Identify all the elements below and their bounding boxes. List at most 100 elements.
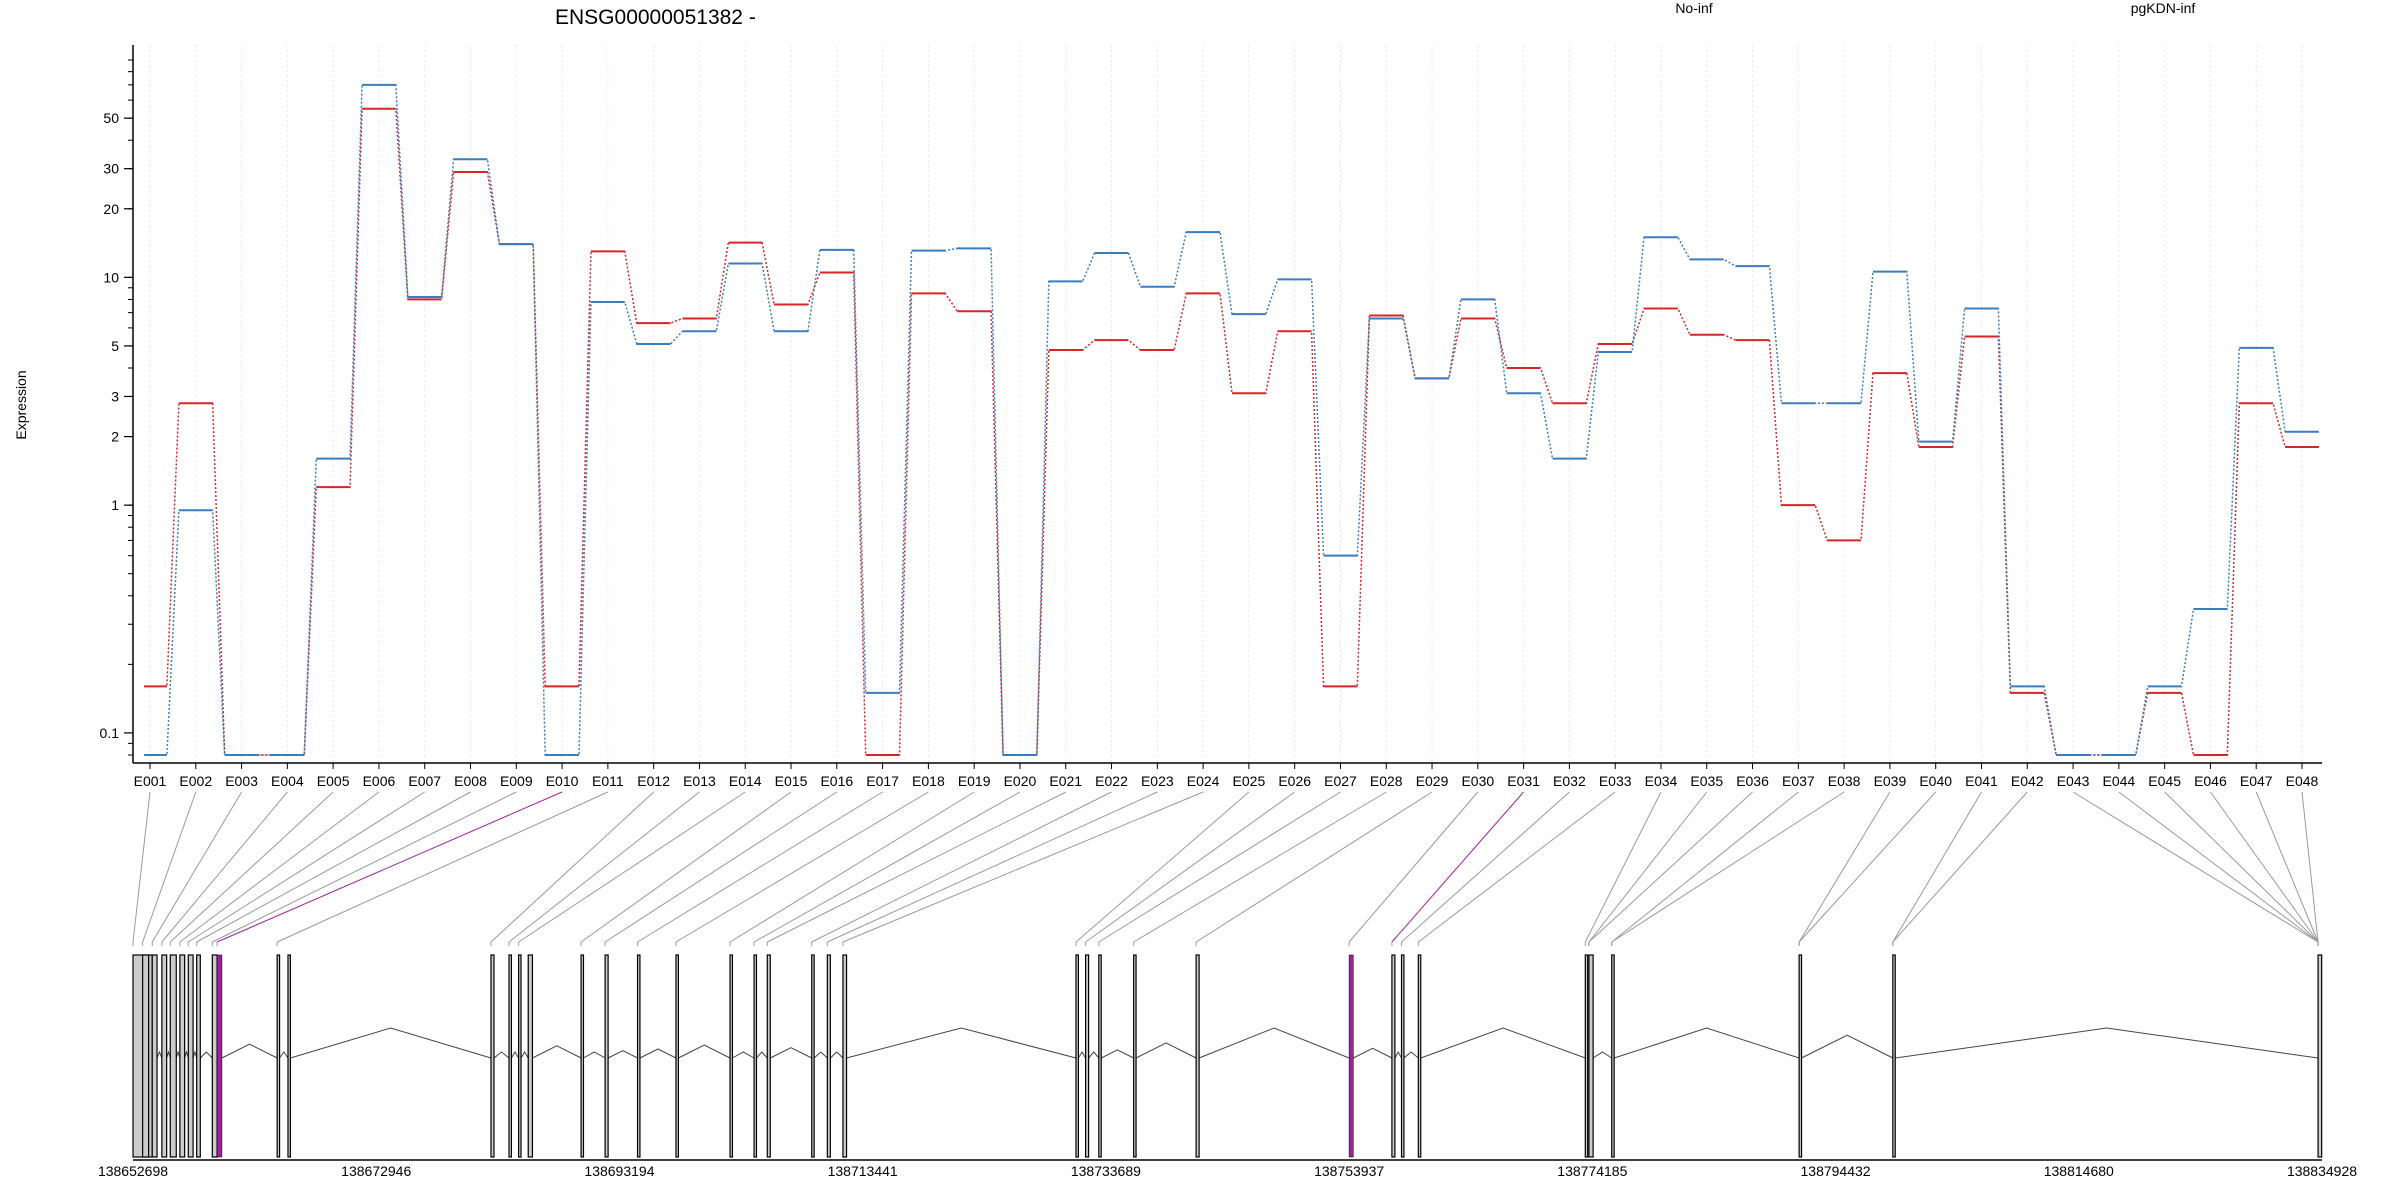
- genomic-coordinate-labels: 138652698 138672946 138693194 138713441 1387…: [98, 1163, 2357, 1179]
- series-layer: [144, 83, 2319, 756]
- exon: [1391, 954, 1396, 1158]
- x-tick-label: E024: [1187, 773, 1220, 789]
- exon: [636, 954, 641, 1158]
- connector: [2255, 791, 2319, 943]
- connector: [1085, 791, 1295, 943]
- exon: [580, 954, 585, 1158]
- intron: [221, 1043, 278, 1059]
- grid-layer: [149, 45, 2303, 763]
- x-tick-label: E023: [1141, 773, 1174, 789]
- intron: [583, 1051, 606, 1059]
- exon: [811, 954, 815, 1158]
- connector: [827, 791, 1158, 943]
- connector: [675, 791, 929, 943]
- connector: [1892, 791, 2028, 943]
- exon-highlighted: [1348, 954, 1354, 1158]
- intron: [1613, 1027, 1800, 1059]
- x-tick-label: E040: [1919, 773, 1952, 789]
- exon: [490, 954, 495, 1158]
- connector: [1075, 791, 1250, 943]
- expression-line: [144, 84, 2319, 756]
- x-tick-label: E005: [317, 773, 350, 789]
- connector: [2210, 791, 2319, 943]
- x-tick-label: E027: [1324, 773, 1357, 789]
- x-tick-label: E002: [179, 773, 212, 789]
- x-tick-label: E034: [1645, 773, 1678, 789]
- connector-highlighted: [1391, 791, 1524, 943]
- x-tick-label: E035: [1690, 773, 1723, 789]
- exon: [1417, 954, 1422, 1158]
- x-tick-label: E044: [2102, 773, 2135, 789]
- exon: [842, 954, 848, 1158]
- connector: [1611, 791, 1845, 943]
- connector: [753, 791, 1021, 943]
- exon: [179, 954, 186, 1158]
- connector: [767, 791, 1066, 943]
- x-tick-label: E001: [134, 773, 167, 789]
- intron: [532, 1045, 582, 1059]
- intron: [813, 1051, 828, 1059]
- connector: [196, 791, 471, 943]
- x-tick-label: E021: [1049, 773, 1082, 789]
- x-tick-label: E039: [1874, 773, 1907, 789]
- exon: [142, 954, 150, 1158]
- series-pgkdn-inf: [144, 83, 2319, 756]
- x-tick-label: E003: [225, 773, 258, 789]
- exon-highlighted: [216, 954, 223, 1158]
- intron: [1420, 1027, 1586, 1059]
- axes: 0.1 1 2 3 5 10 20 30 50: [100, 45, 2322, 769]
- connector: [276, 791, 609, 943]
- exon: [1588, 954, 1594, 1158]
- genomic-coordinate-label: 138814680: [2044, 1163, 2114, 1179]
- intron: [829, 1051, 844, 1059]
- x-tick-label: E025: [1233, 773, 1266, 789]
- y-tick-label: 50: [103, 110, 119, 126]
- x-tick-labels: E001 E002 E003 E004 E005 E006 E007 E008 E009 E010…: [134, 773, 2319, 789]
- exon: [211, 954, 218, 1158]
- intron: [166, 1050, 171, 1059]
- connector: [1588, 791, 1753, 943]
- connector: [1098, 791, 1341, 943]
- x-tick-label: E017: [866, 773, 899, 789]
- exon: [161, 954, 168, 1158]
- x-tick-label: E033: [1599, 773, 1632, 789]
- genomic-coordinate-label: 138733689: [1071, 1163, 1141, 1179]
- connector: [1798, 791, 1937, 943]
- x-tick-label: E013: [683, 773, 716, 789]
- intron: [1394, 1050, 1402, 1059]
- x-tick-label: E014: [729, 773, 762, 789]
- connector: [2072, 791, 2319, 943]
- x-tick-label: E008: [454, 773, 487, 789]
- connector: [1584, 791, 1662, 943]
- x-tick-label: E038: [1828, 773, 1861, 789]
- y-tick-label: 30: [103, 161, 119, 177]
- y-tick-label: 2: [111, 429, 119, 445]
- exon: [169, 954, 177, 1158]
- x-tick-label: E032: [1553, 773, 1586, 789]
- intron: [1592, 1051, 1613, 1059]
- connector: [811, 791, 1112, 943]
- connector: [2164, 791, 2319, 943]
- exon: [753, 954, 758, 1158]
- genomic-coordinate-label: 138693194: [584, 1163, 654, 1179]
- x-tick-label: E037: [1782, 773, 1815, 789]
- exon: [276, 954, 281, 1158]
- intron: [156, 1050, 163, 1059]
- connector: [2118, 791, 2319, 943]
- intron: [192, 1050, 198, 1059]
- x-tick-label: E020: [1004, 773, 1037, 789]
- intron: [770, 1047, 812, 1059]
- connector: [151, 791, 243, 943]
- legend-item-pgkdn-inf: pgKDN-inf: [2131, 0, 2196, 16]
- connector: [729, 791, 975, 943]
- connector: [637, 791, 883, 943]
- intron: [1801, 1034, 1894, 1059]
- exon: [729, 954, 734, 1158]
- y-tick-label: 3: [111, 388, 119, 404]
- intron: [639, 1048, 677, 1059]
- x-tick-label: E010: [546, 773, 579, 789]
- intron: [607, 1050, 638, 1059]
- connector: [1133, 791, 1387, 943]
- x-tick-label: E028: [1370, 773, 1403, 789]
- intron: [184, 1050, 189, 1059]
